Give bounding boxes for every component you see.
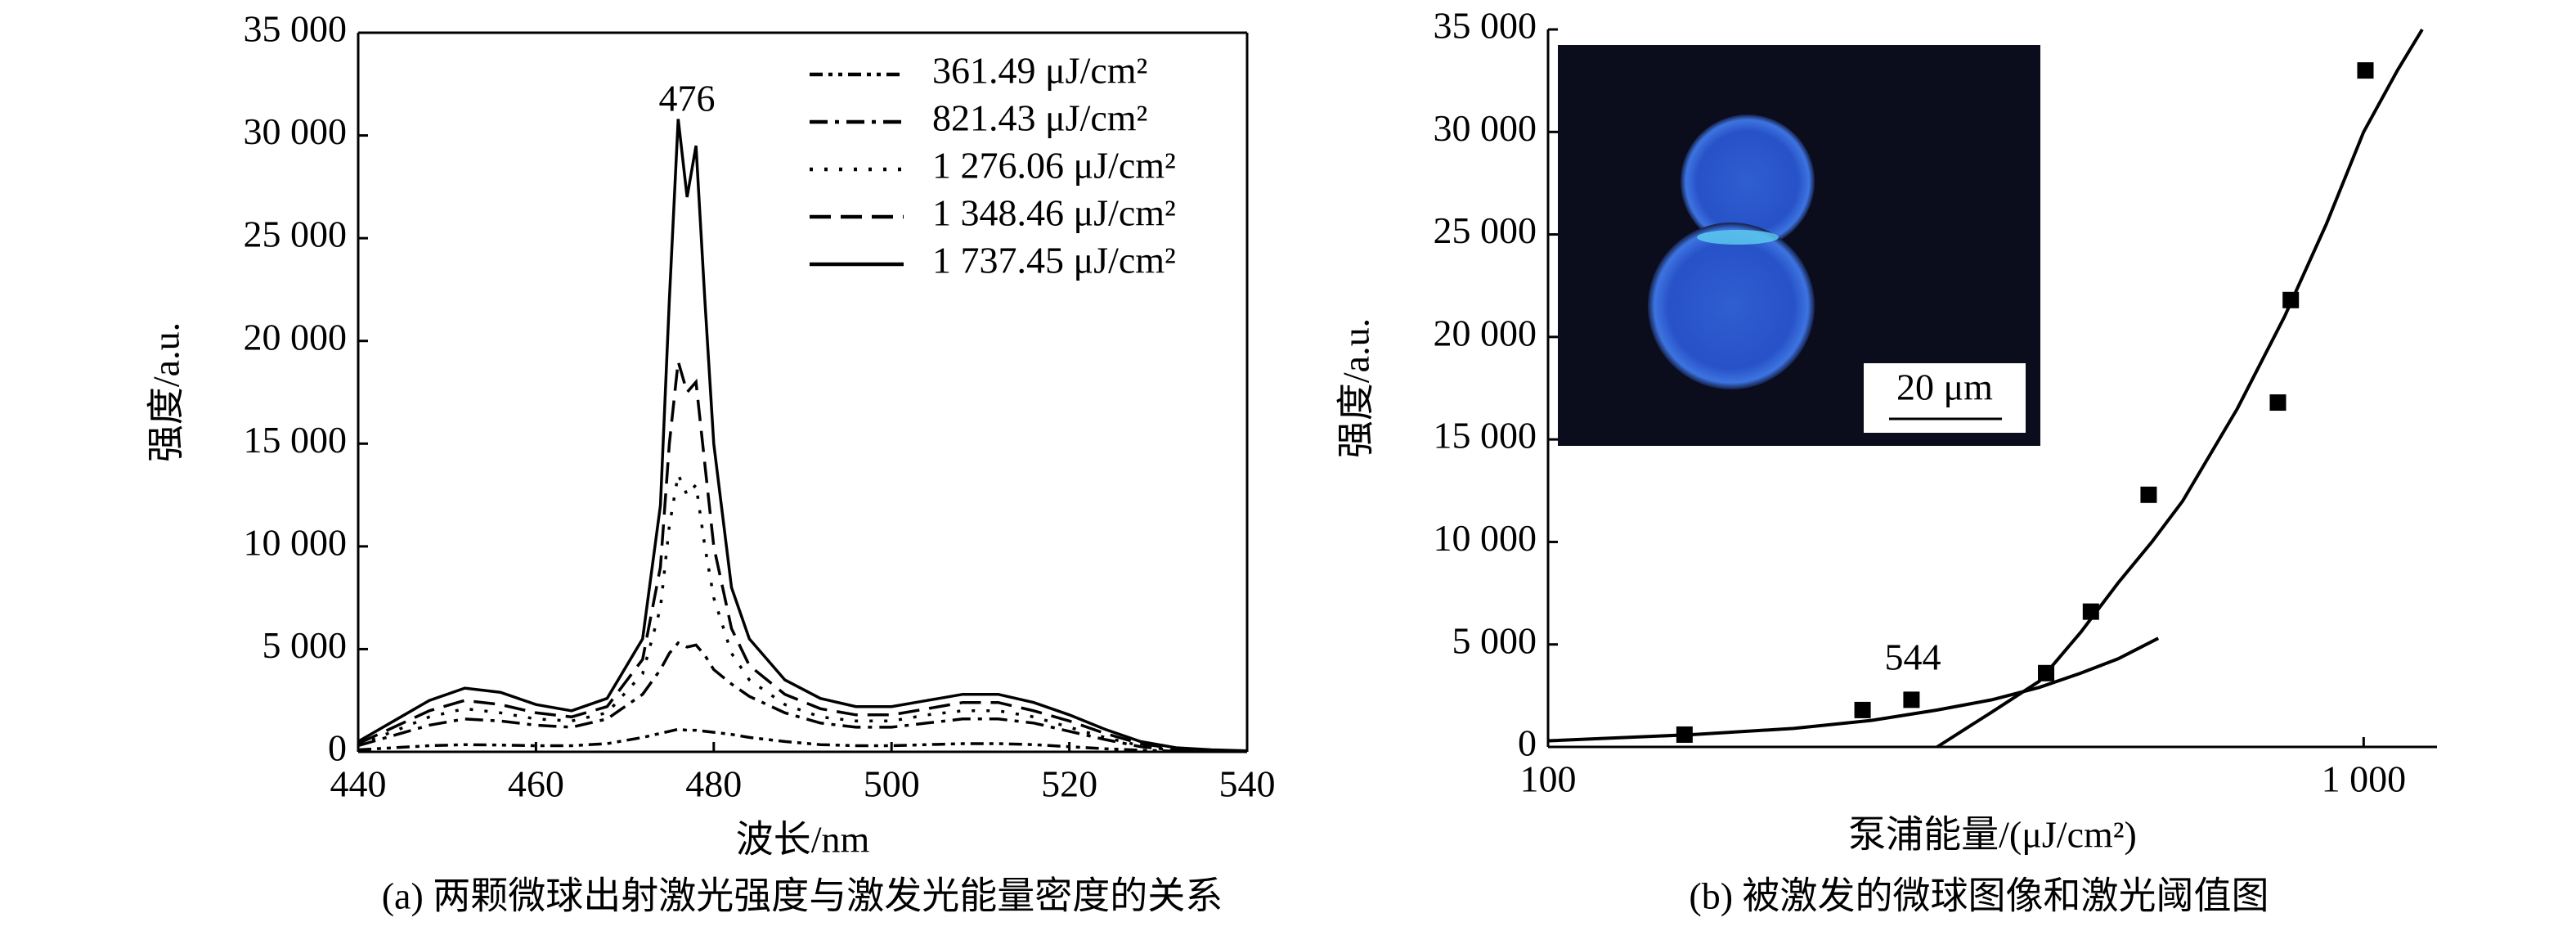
legend-label: 1 348.46 μJ/cm² — [932, 192, 1176, 234]
legend-label: 1 276.06 μJ/cm² — [932, 145, 1176, 187]
annotation: 544 — [1885, 636, 1941, 678]
y-tick-label: 25 000 — [244, 214, 348, 255]
y-tick-label: 20 000 — [244, 316, 348, 358]
y-axis-label: 强度/a.u. — [146, 322, 187, 462]
spectrum-line — [357, 469, 1248, 753]
y-axis-label: 强度/a.u. — [1335, 318, 1377, 458]
y-tick-label: 0 — [1518, 722, 1537, 764]
x-tick-label: 100 — [1520, 758, 1577, 800]
y-tick-label: 0 — [328, 727, 347, 769]
x-tick-label: 1 000 — [2322, 758, 2407, 800]
microsphere — [1648, 223, 1815, 389]
x-tick-label: 460 — [508, 763, 564, 805]
data-point — [2357, 62, 2374, 79]
microsphere — [1681, 115, 1815, 249]
spectrum-line — [357, 641, 1248, 753]
y-tick-label: 10 000 — [244, 521, 348, 563]
y-tick-label: 5 000 — [263, 624, 348, 666]
annotation: 476 — [659, 78, 716, 119]
spectrum-line — [357, 361, 1248, 753]
caption: (b) 被激发的微球图像和激光阈值图 — [1689, 875, 2269, 917]
x-tick-label: 500 — [864, 763, 920, 805]
legend-label: 361.49 μJ/cm² — [932, 50, 1147, 92]
scale-box — [1864, 363, 2026, 433]
legend-label: 1 737.45 μJ/cm² — [932, 240, 1176, 281]
caption: (a) 两颗微球出射激光强度与激发光能量密度的关系 — [382, 875, 1223, 917]
x-axis-label: 泵浦能量/(μJ/cm²) — [1848, 814, 2137, 856]
y-tick-label: 35 000 — [244, 8, 348, 50]
data-point — [1676, 726, 1693, 743]
data-point — [2269, 394, 2287, 412]
contact-glow — [1697, 230, 1779, 245]
x-axis-label: 波长/nm — [736, 819, 870, 861]
y-tick-label: 10 000 — [1434, 517, 1537, 559]
data-point — [2282, 291, 2300, 308]
fit-line — [1547, 636, 2160, 743]
y-tick-label: 5 000 — [1452, 619, 1537, 661]
y-tick-label: 25 000 — [1434, 209, 1537, 251]
x-tick-label: 480 — [685, 763, 742, 805]
x-tick-label: 440 — [330, 763, 387, 805]
legend-label: 821.43 μJ/cm² — [932, 97, 1147, 139]
x-tick-label: 520 — [1041, 763, 1097, 805]
fit-line — [1936, 28, 2424, 749]
data-point — [1854, 701, 1871, 718]
y-tick-label: 30 000 — [244, 110, 348, 152]
spectrum-line — [357, 727, 1248, 753]
y-tick-label: 35 000 — [1434, 5, 1537, 47]
y-tick-label: 20 000 — [1434, 312, 1537, 353]
data-point — [2082, 603, 2099, 620]
data-point — [1903, 691, 1920, 708]
scale-label: 20 μm — [1896, 367, 1993, 408]
spectrum-line — [357, 119, 1248, 753]
data-point — [2038, 664, 2055, 681]
data-point — [2140, 486, 2157, 503]
y-tick-label: 30 000 — [1434, 107, 1537, 149]
y-tick-label: 15 000 — [244, 419, 348, 461]
y-tick-label: 15 000 — [1434, 415, 1537, 457]
x-tick-label: 540 — [1219, 763, 1276, 805]
